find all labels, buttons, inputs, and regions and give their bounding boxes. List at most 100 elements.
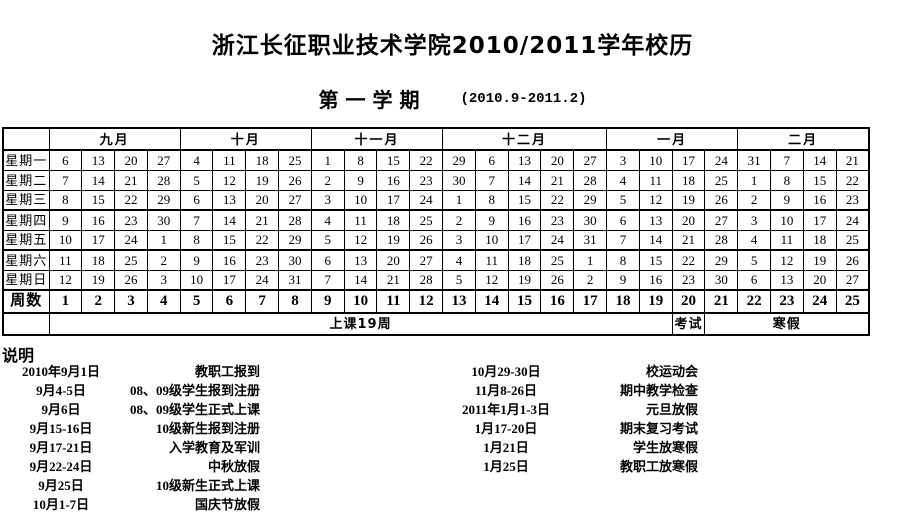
day-cell: 9 [48,209,83,231]
day-cell: 14 [802,149,837,171]
day-cell: 27 [704,209,739,231]
note-row: 9月6日 08、09级学生正式上课 [2,399,260,418]
week-number-cell: 19 [638,289,673,314]
day-cell: 17 [81,229,116,251]
note-row: 10月29-30日 校运动会 [432,361,698,380]
day-cell: 11 [343,209,378,231]
day-cell: 7 [310,269,345,291]
note-date: 2010年9月1日 [21,364,100,379]
note-row: 9月15-16日 10级新生报到注册 [2,418,260,437]
note-date: 9月22-24日 [29,459,93,474]
week-number-cell: 13 [442,289,476,314]
day-cell: 7 [48,169,83,191]
day-cell: 14 [343,269,378,291]
day-cell: 18 [245,149,280,171]
day-cell: 11 [48,249,83,271]
semester-label: 第一学期 [318,88,427,112]
day-cell: 13 [638,209,673,231]
day-cell: 5 [737,249,772,271]
day-cell: 28 [573,169,608,191]
day-cell: 30 [704,269,739,291]
day-cell: 18 [507,249,542,271]
note-event: 10级新生报到注册 [155,421,260,436]
week-number-cell: 1 [48,289,83,314]
day-cell: 7 [474,169,509,191]
note-row: 11月8-26日 期中教学检查 [432,380,698,399]
day-cell: 20 [671,209,706,231]
notes-left-column: 2010年9月1日 教职工报到 9月4-5日 08、09级学生报到注册 9月6日 08、0… [2,361,260,513]
week-number-cell: 18 [606,289,640,314]
day-cell: 25 [540,249,575,271]
day-cell: 12 [638,189,673,211]
day-cell: 23 [835,189,870,211]
day-cell: 21 [540,169,575,191]
day-cell: 1 [310,149,345,171]
note-event: 教职工放寒假 [619,459,698,474]
note-row: 2010年9月1日 教职工报到 [2,361,260,380]
day-cell: 18 [81,249,116,271]
day-cell: 25 [835,229,870,251]
week-number-cell: 14 [474,289,509,314]
month-header: 二月 [737,127,870,151]
day-cell: 1 [442,189,476,211]
note-event: 元旦放假 [645,402,698,417]
day-cell: 15 [802,169,837,191]
day-cell: 17 [671,149,706,171]
week-number-cell: 10 [343,289,378,314]
day-cell: 10 [474,229,509,251]
note-event: 校运动会 [645,364,698,379]
day-cell: 14 [212,209,247,231]
day-cell: 19 [81,269,116,291]
week-row-label: 周数 [2,289,50,314]
day-cell: 30 [442,169,476,191]
day-cell: 2 [573,269,608,291]
week-number-cell: 2 [81,289,116,314]
day-cell: 15 [507,189,542,211]
week-number-cell: 24 [802,289,837,314]
day-cell: 15 [212,229,247,251]
day-cell: 15 [638,249,673,271]
week-number-cell: 15 [507,289,542,314]
day-cell: 8 [606,249,640,271]
day-cell: 3 [442,229,476,251]
day-cell: 23 [409,169,444,191]
day-cell: 9 [770,189,804,211]
day-cell: 1 [737,169,772,191]
day-cell: 28 [704,229,739,251]
week-number-cell: 8 [278,289,312,314]
day-cell: 13 [507,149,542,171]
day-cell: 24 [704,149,739,171]
week-number-cell: 17 [573,289,608,314]
day-cell: 30 [146,209,181,231]
day-cell: 26 [114,269,148,291]
day-cell: 23 [671,269,706,291]
day-cell: 16 [507,209,542,231]
day-cell: 16 [212,249,247,271]
note-event: 期中教学检查 [619,383,698,398]
day-cell: 31 [278,269,312,291]
day-cell: 11 [212,149,247,171]
day-cell: 3 [310,189,345,211]
week-number-cell: 25 [835,289,870,314]
day-cell: 27 [409,249,444,271]
day-cell: 30 [573,209,608,231]
day-cell: 6 [606,209,640,231]
day-cell: 19 [376,229,411,251]
day-cell: 8 [48,189,83,211]
semester-line: 第一学期 (2010.9-2011.2) [0,84,905,113]
day-cell: 8 [770,169,804,191]
note-row: 9月25日 10级新生正式上课 [2,475,260,494]
note-date: 9月15-16日 [29,421,93,436]
day-cell: 24 [540,229,575,251]
note-event: 入学教育及军训 [168,440,260,455]
note-row: 1月17-20日 期末复习考试 [432,418,698,437]
day-cell: 9 [343,169,378,191]
day-cell: 2 [310,169,345,191]
note-date: 9月6日 [41,402,81,417]
day-cell: 28 [278,209,312,231]
day-cell: 24 [245,269,280,291]
note-event: 期末复习考试 [619,421,698,436]
day-cell: 22 [671,249,706,271]
note-event: 中秋放假 [207,459,260,474]
